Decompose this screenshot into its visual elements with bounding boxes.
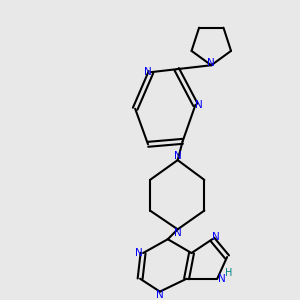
Text: N: N bbox=[144, 67, 152, 77]
Text: N: N bbox=[174, 228, 182, 238]
Text: N: N bbox=[156, 290, 164, 300]
Text: H: H bbox=[225, 268, 233, 278]
Text: N: N bbox=[195, 100, 202, 110]
Text: N: N bbox=[218, 274, 226, 284]
Text: N: N bbox=[174, 151, 182, 161]
Text: N: N bbox=[207, 58, 215, 68]
Text: N: N bbox=[212, 232, 220, 242]
Text: N: N bbox=[135, 248, 143, 258]
